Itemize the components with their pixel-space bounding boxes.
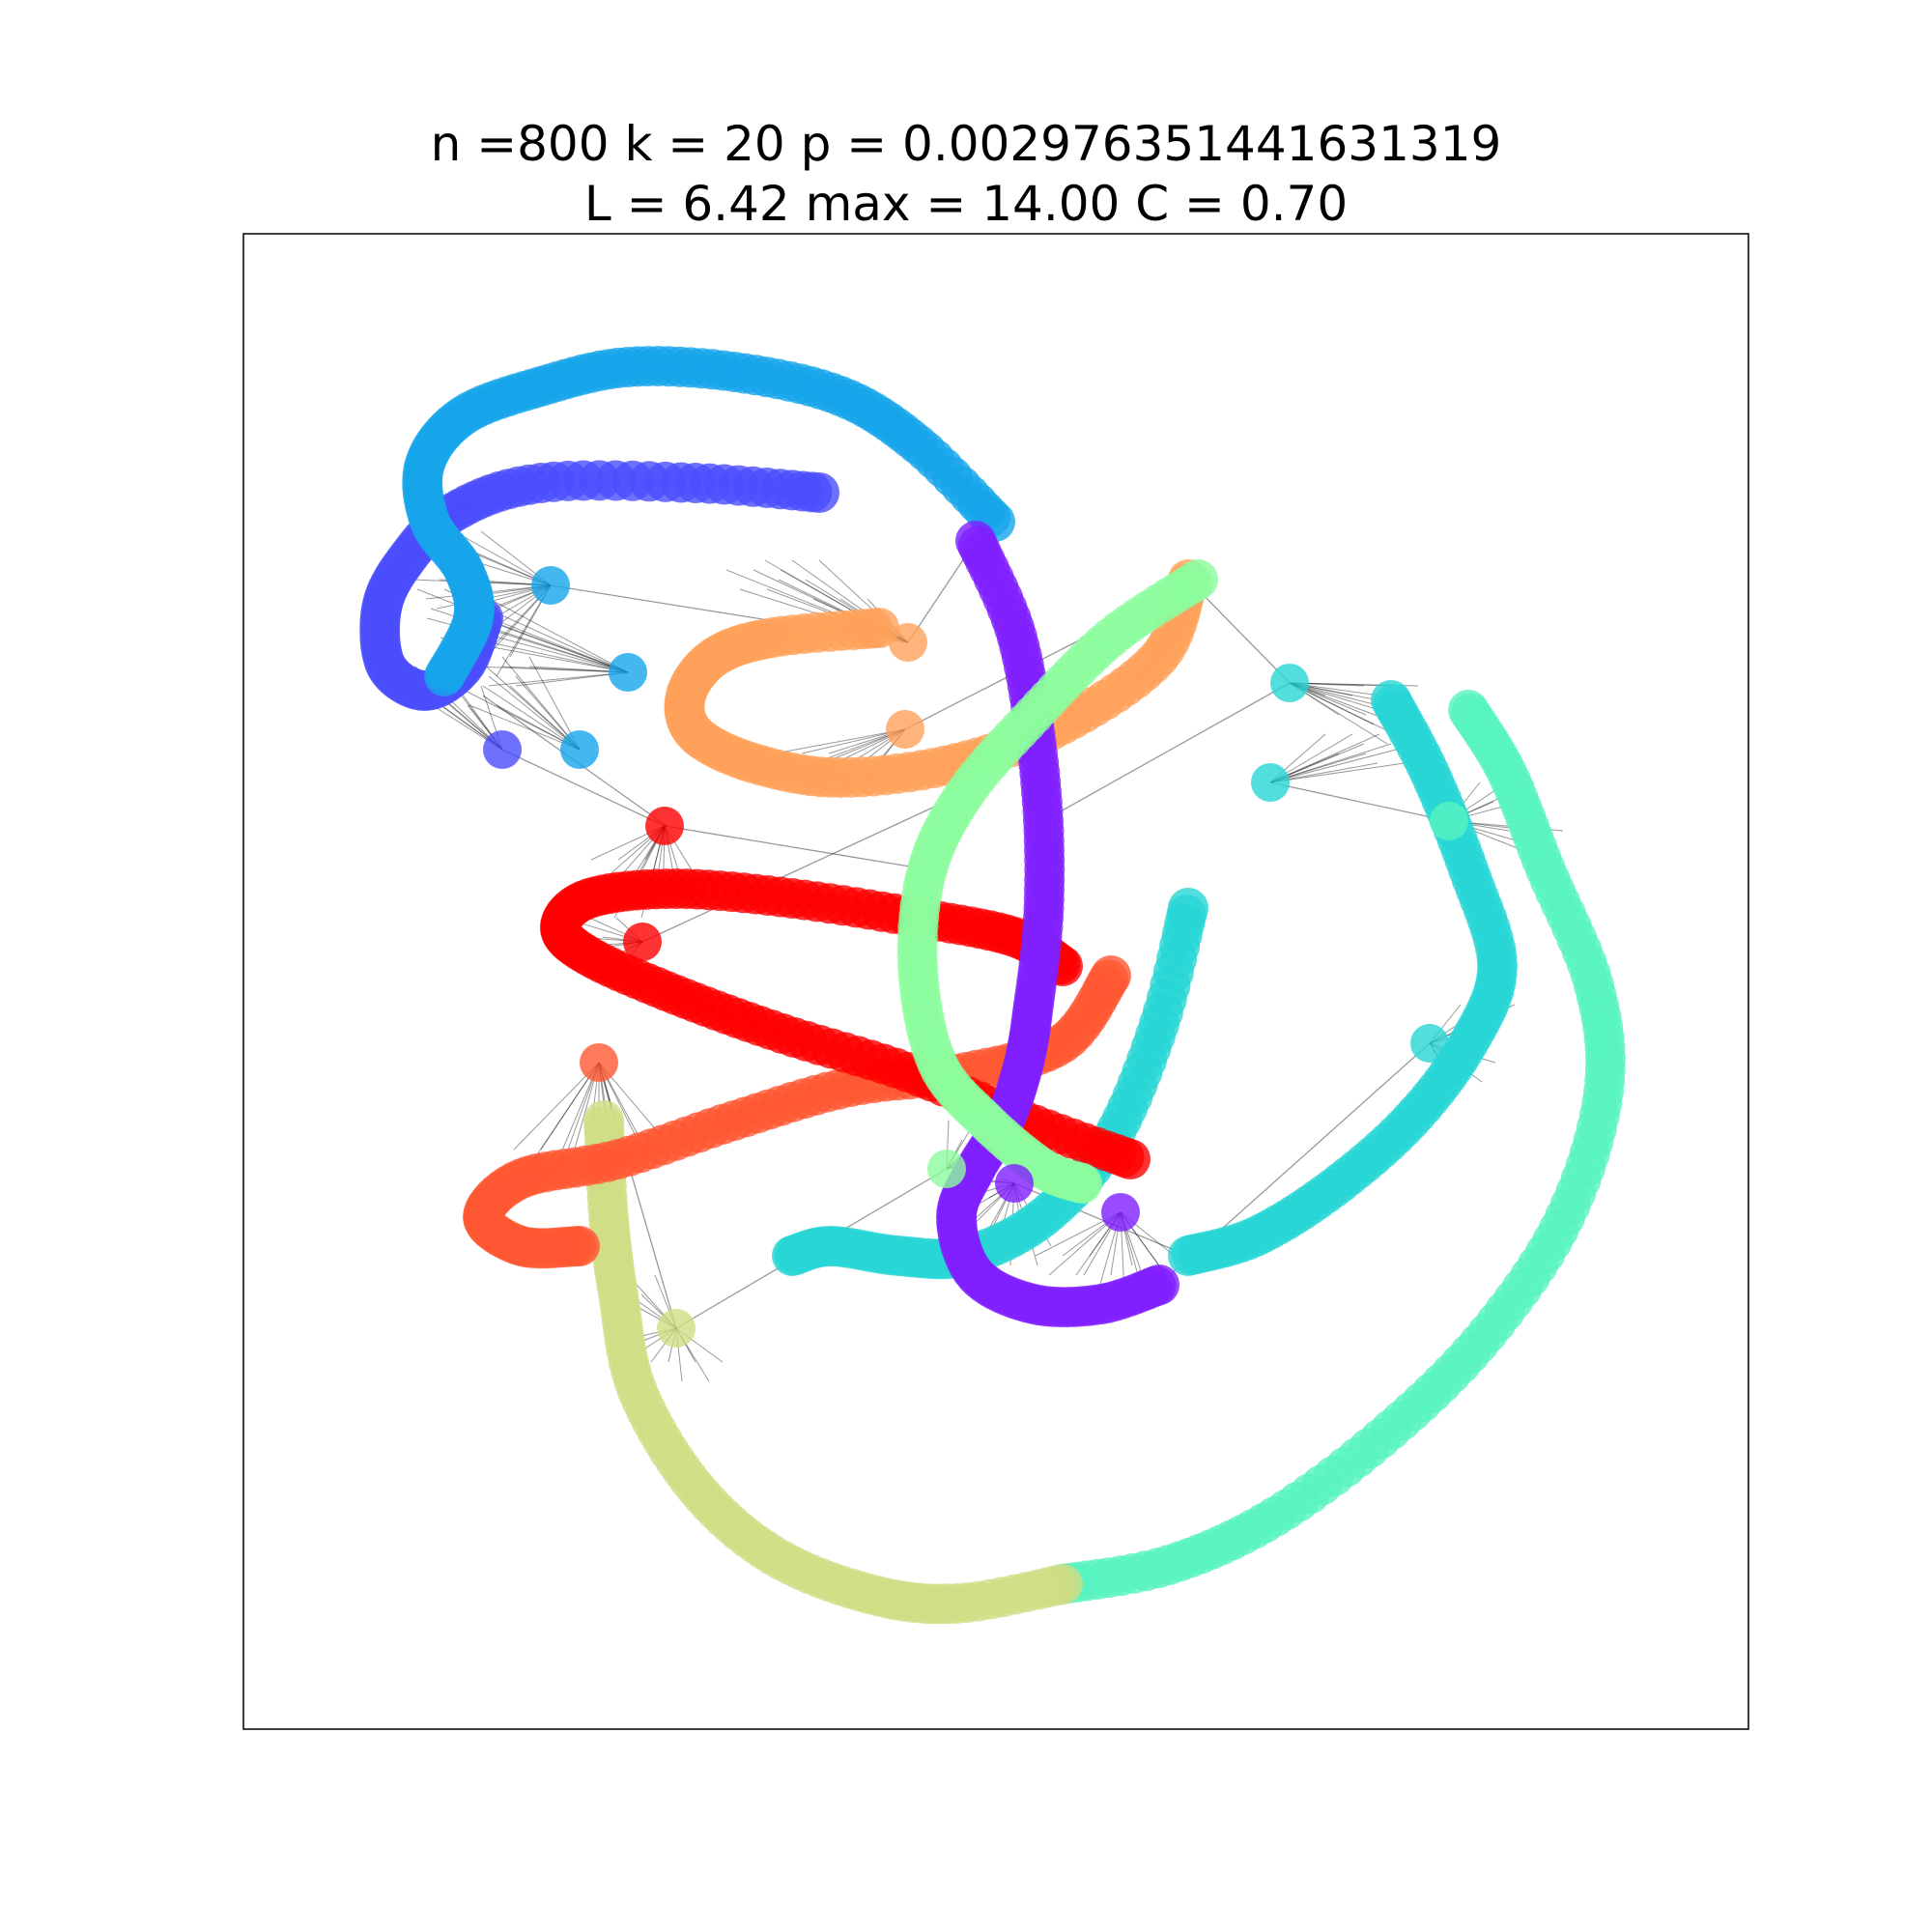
edge [469,704,581,751]
nodes-layer [359,346,1626,1625]
edge [774,728,906,754]
edge [474,656,581,751]
graph-node [1062,1163,1102,1204]
graph-node [889,623,927,662]
graph-node [559,1226,600,1266]
axes-frame [242,233,1749,1730]
graph-node [609,653,647,692]
graph-node [1410,1024,1449,1063]
edge [1269,733,1380,783]
edge [488,671,629,687]
graph-node [1430,802,1468,840]
edge [641,791,967,943]
edge [501,666,629,673]
graph-node [580,1043,618,1082]
edge [664,825,928,870]
graph-node [772,1236,812,1276]
figure-title-line-1: n =800 k = 20 p = 0.002976351441631319 [430,116,1502,172]
edge [526,1062,600,1170]
graph-node [424,656,465,696]
edge [488,675,581,751]
edge [1269,781,1450,822]
figure-title-line-2: L = 6.42 max = 14.00 C = 0.70 [583,176,1349,232]
edge [1269,743,1419,783]
graph-node [483,730,522,769]
edge [470,588,629,673]
graph-node [995,1164,1034,1203]
edge [455,685,581,751]
graph-node [560,730,599,769]
edge [501,749,666,827]
graph-node [1139,1264,1179,1305]
edge [1042,682,1291,822]
graph-node [623,923,662,961]
graph-node [927,1150,966,1188]
graph-node [1168,1236,1208,1276]
graph-node [859,608,899,648]
edge [1269,743,1392,783]
edge [1269,762,1406,783]
graph-node [1251,763,1290,802]
edge [474,666,629,673]
edge [480,617,629,673]
graph-node [583,1100,624,1141]
edge [416,588,629,673]
graph-node [645,807,684,845]
graph-node [531,566,570,605]
edge [513,1062,600,1151]
graph-node [886,710,924,749]
graph-node [657,1309,696,1348]
graph-node [1270,664,1309,702]
edge [501,656,581,751]
graph-node [1101,1193,1140,1232]
